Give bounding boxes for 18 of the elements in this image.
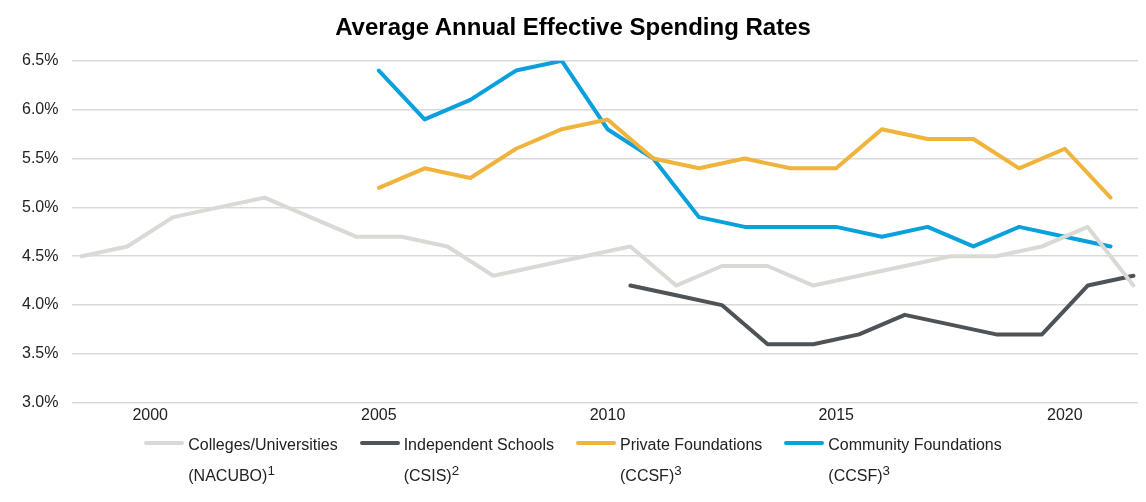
chart-title: Average Annual Effective Spending Rates [335, 13, 811, 41]
legend-label: Independent Schools (CSIS)$^{2}$ [403, 435, 554, 487]
y-tick-label: 5.5% [22, 148, 59, 166]
y-tick-label: 5.0% [22, 197, 59, 215]
x-tick-label: 2015 [818, 405, 855, 423]
y-tick-label: 4.5% [22, 246, 59, 264]
y-tick-label: 4.0% [22, 295, 59, 313]
y-tick-label: 3.0% [22, 393, 59, 411]
legend-label: Community Foundations (CCSF)$^{3}$ [828, 435, 1002, 487]
x-tick-label: 2005 [361, 405, 397, 423]
x-tick-label: 2000 [132, 405, 169, 423]
x-tick-label: 2010 [589, 405, 626, 423]
y-tick-label: 6.5% [22, 51, 59, 69]
y-tick-label: 3.5% [22, 344, 59, 362]
legend-label: Private Foundations (CCSF)$^{3}$ [620, 435, 763, 487]
x-tick-label: 2020 [1047, 405, 1083, 423]
y-tick-label: 6.0% [22, 100, 59, 118]
legend-label: Colleges/Universities (NACUBO)$^{1}$ [188, 435, 338, 487]
